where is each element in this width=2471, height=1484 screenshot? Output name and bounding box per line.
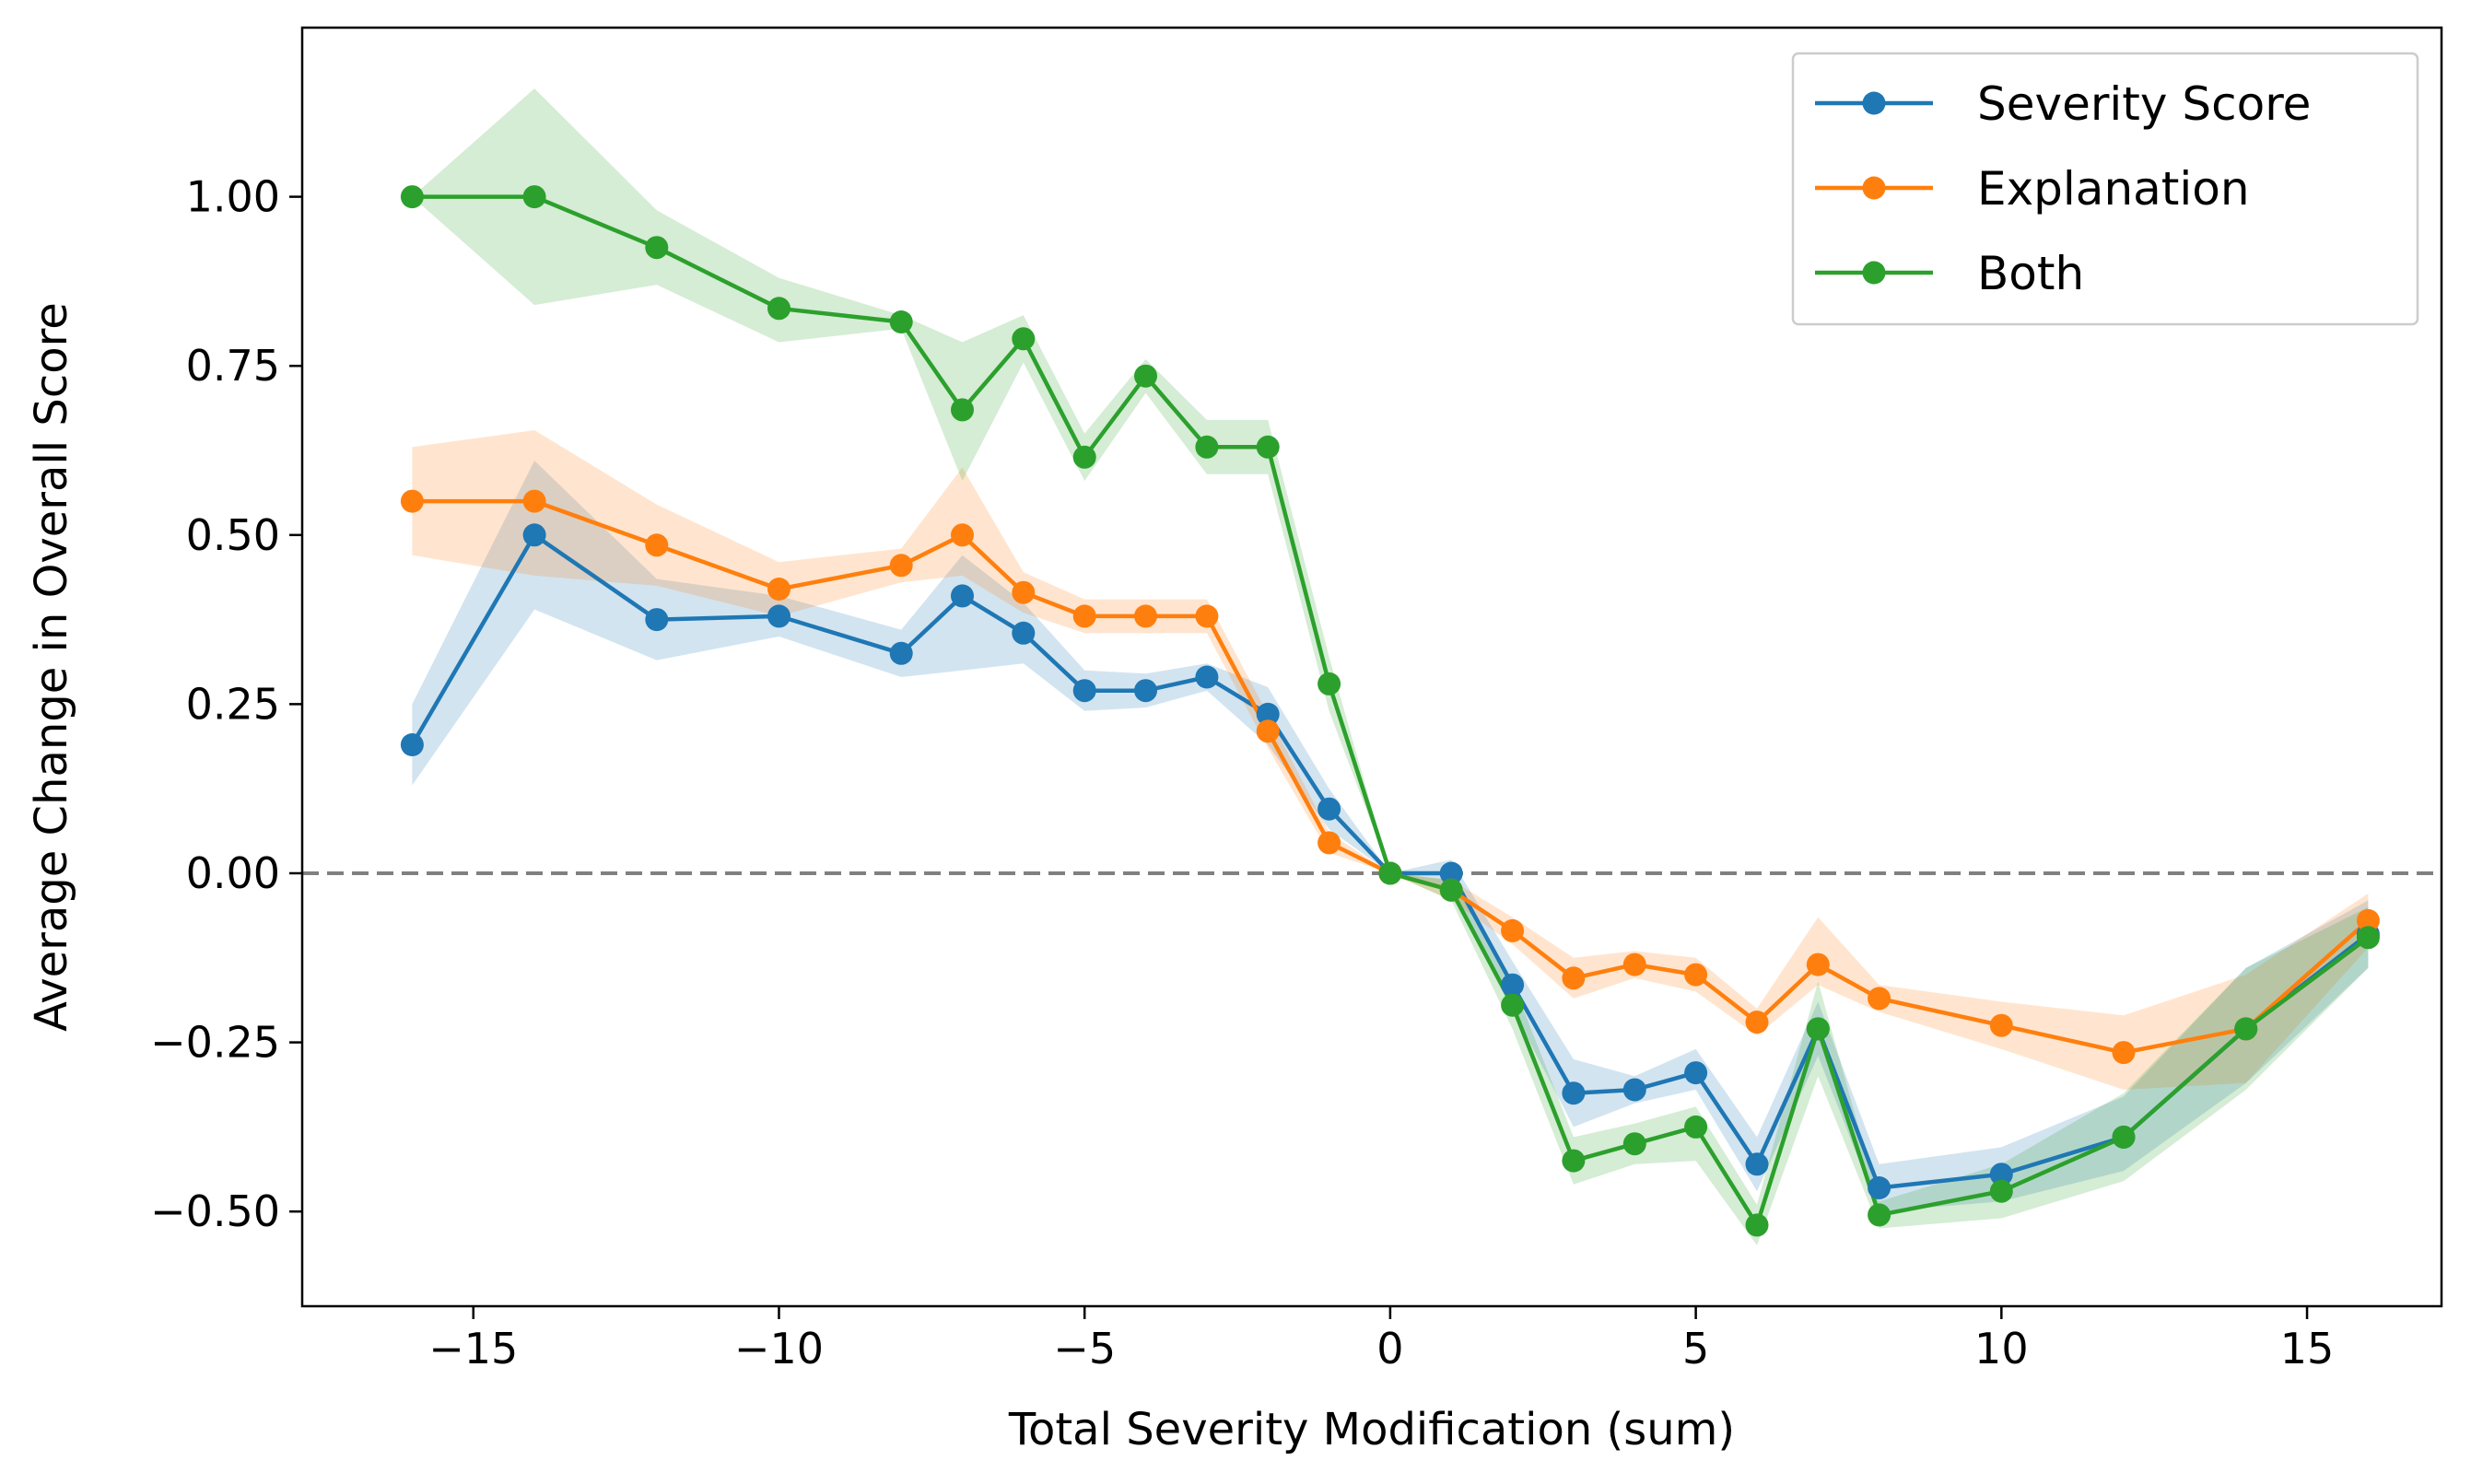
point-explanation — [400, 489, 424, 513]
point-both — [1745, 1213, 1769, 1237]
legend-label-severity-score: Severity Score — [1977, 77, 2311, 131]
point-explanation — [1989, 1013, 2013, 1037]
point-severity-score — [1989, 1163, 2013, 1186]
x-tick-label: 0 — [1376, 1324, 1403, 1373]
point-both — [1501, 993, 1525, 1017]
point-explanation — [1012, 580, 1036, 604]
point-severity-score — [522, 523, 546, 547]
point-both — [1622, 1132, 1646, 1156]
point-explanation — [1072, 604, 1096, 628]
plot-frame — [300, 26, 2443, 1308]
point-both — [1868, 1203, 1891, 1227]
point-both — [1317, 672, 1341, 695]
x-tick-label: −10 — [734, 1324, 824, 1373]
y-tick-label: 0.25 — [186, 679, 280, 729]
point-both — [889, 310, 913, 333]
legend-label-explanation: Explanation — [1977, 162, 2250, 216]
point-explanation — [1745, 1011, 1769, 1034]
point-severity-score — [767, 604, 790, 628]
point-severity-score — [1256, 702, 1280, 726]
y-axis-ticks: −0.50 −0.25 0.00 0.25 0.50 0.75 1.00 — [150, 172, 302, 1236]
legend: Severity Score Explanation Both — [1791, 52, 2419, 326]
point-both — [2112, 1125, 2136, 1149]
point-both — [1195, 435, 1219, 459]
x-tick-label: −15 — [428, 1324, 518, 1373]
point-both — [1562, 1149, 1586, 1173]
point-explanation — [767, 578, 790, 601]
point-both — [1806, 1017, 1830, 1041]
point-explanation — [1622, 952, 1646, 976]
point-severity-score — [1195, 665, 1219, 689]
point-severity-score — [1501, 973, 1525, 997]
point-both — [645, 236, 669, 260]
point-severity-score — [1868, 1176, 1891, 1199]
point-severity-score — [1072, 679, 1096, 703]
x-tick-label: 5 — [1682, 1324, 1709, 1373]
point-both — [522, 185, 546, 209]
point-severity-score — [1745, 1152, 1769, 1176]
point-explanation — [1501, 918, 1525, 942]
point-severity-score — [1134, 679, 1157, 703]
point-explanation — [1684, 963, 1708, 987]
legend-marker-severity-score — [1862, 91, 1886, 115]
x-axis-label: Total Severity Modification (sum) — [1008, 1404, 1735, 1455]
point-severity-score — [645, 608, 669, 632]
point-explanation — [1256, 719, 1280, 743]
legend-label-both: Both — [1977, 247, 2084, 300]
point-both — [2356, 926, 2380, 950]
point-explanation — [1317, 831, 1341, 855]
point-both — [1989, 1179, 2013, 1203]
y-tick-label: 0.50 — [186, 510, 280, 560]
point-both — [400, 185, 424, 209]
point-explanation — [645, 533, 669, 557]
point-severity-score — [1622, 1078, 1646, 1102]
point-both — [1012, 327, 1036, 351]
point-both — [1684, 1115, 1708, 1139]
point-severity-score — [1012, 621, 1036, 645]
legend-box — [1791, 52, 2419, 326]
point-explanation — [522, 489, 546, 513]
point-explanation — [1562, 966, 1586, 990]
point-both — [1378, 861, 1402, 885]
point-explanation — [889, 554, 913, 578]
point-both — [767, 297, 790, 321]
point-severity-score — [1317, 797, 1341, 821]
y-tick-label: −0.25 — [150, 1018, 280, 1068]
point-severity-score — [1562, 1081, 1586, 1105]
y-tick-label: 0.75 — [186, 341, 280, 391]
x-tick-label: 15 — [2280, 1324, 2335, 1373]
series-points — [400, 185, 2380, 1237]
point-severity-score — [889, 641, 913, 665]
point-both — [2234, 1017, 2258, 1041]
point-severity-score — [400, 733, 424, 756]
point-severity-score — [1684, 1061, 1708, 1085]
band-both — [412, 88, 2369, 1245]
point-explanation — [1195, 604, 1219, 628]
y-tick-label: 1.00 — [186, 172, 280, 222]
point-explanation — [1134, 604, 1157, 628]
point-explanation — [951, 523, 974, 547]
y-tick-label: 0.00 — [186, 848, 280, 898]
band-explanation — [412, 430, 2369, 1090]
y-tick-label: −0.50 — [150, 1186, 280, 1236]
y-axis-label: Average Change in Overall Score — [26, 302, 77, 1032]
point-severity-score — [1439, 861, 1463, 885]
point-both — [1439, 878, 1463, 902]
point-both — [1134, 364, 1157, 388]
x-tick-label: 10 — [1974, 1324, 2029, 1373]
point-both — [951, 398, 974, 422]
x-axis-ticks: −15 −10 −5 0 5 10 15 — [428, 1306, 2334, 1373]
x-tick-label: −5 — [1053, 1324, 1116, 1373]
legend-marker-explanation — [1862, 176, 1886, 200]
legend-marker-both — [1862, 261, 1886, 285]
point-explanation — [2356, 908, 2380, 932]
point-both — [1072, 445, 1096, 469]
point-explanation — [1868, 987, 1891, 1011]
point-explanation — [1806, 952, 1830, 976]
point-explanation — [2112, 1041, 2136, 1065]
point-severity-score — [951, 584, 974, 608]
point-both — [1256, 435, 1280, 459]
